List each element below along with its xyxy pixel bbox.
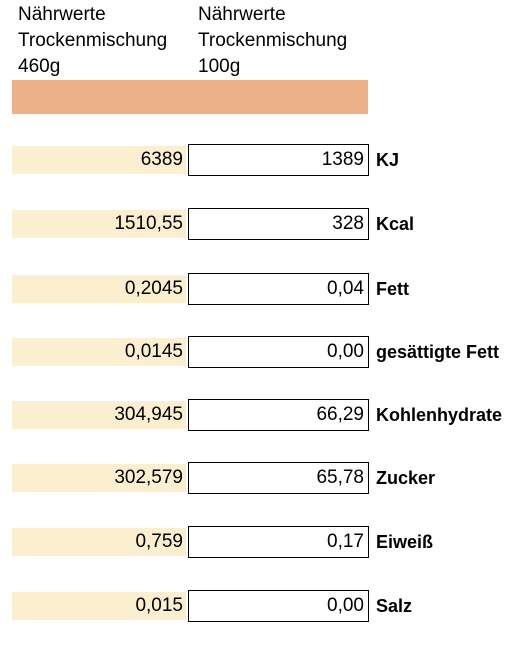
nutrient-label: Fett xyxy=(376,279,409,299)
header-460g-line2: Trockenmischung xyxy=(18,30,168,51)
nutrient-row-eiweiss: 0,759 0,17 Eiweiß xyxy=(0,525,528,559)
nutrient-label: Kohlenhydrate xyxy=(376,405,503,425)
value-100g-cell[interactable]: 66,29 xyxy=(188,399,369,431)
header-100g-line2: Trockenmischung xyxy=(198,30,348,51)
value-100g-cell[interactable]: 0,00 xyxy=(188,336,369,368)
header-100g-line3: 100g xyxy=(198,56,241,77)
value-460g-cell[interactable]: 1510,55 xyxy=(12,210,186,238)
nutrient-label: Kcal xyxy=(376,214,415,234)
value-460g-cell[interactable]: 0,759 xyxy=(12,528,186,556)
nutrient-label: Zucker xyxy=(376,468,436,488)
nutrient-row-zucker: 302,579 65,78 Zucker xyxy=(0,461,528,495)
header-color-bar xyxy=(12,80,368,114)
value-100g-cell[interactable]: 0,04 xyxy=(188,273,369,305)
nutrient-label: KJ xyxy=(376,150,400,170)
header-100g-line1: Nährwerte xyxy=(198,4,286,25)
nutrient-label: Salz xyxy=(376,596,413,616)
nutrient-row-salz: 0,015 0,00 Salz xyxy=(0,589,528,623)
header-460g: Nährwerte Trockenmischung 460g xyxy=(18,2,167,80)
value-460g-cell[interactable]: 302,579 xyxy=(12,464,186,492)
nutrient-row-kohlenhydrate: 304,945 66,29 Kohlenhydrate xyxy=(0,398,528,432)
nutrient-row-kj: 6389 1389 KJ xyxy=(0,143,528,177)
value-460g-cell[interactable]: 0,0145 xyxy=(12,338,186,366)
nutrient-label: gesättigte Fett xyxy=(376,342,500,362)
value-100g-cell[interactable]: 65,78 xyxy=(188,462,369,494)
header-100g: Nährwerte Trockenmischung 100g xyxy=(198,2,347,80)
value-100g-cell[interactable]: 1389 xyxy=(188,144,369,176)
header-460g-line3: 460g xyxy=(18,56,61,77)
value-460g-cell[interactable]: 6389 xyxy=(12,146,186,174)
value-460g-cell[interactable]: 304,945 xyxy=(12,401,186,429)
value-460g-cell[interactable]: 0,2045 xyxy=(12,275,186,303)
nutrient-row-fett: 0,2045 0,04 Fett xyxy=(0,272,528,306)
header-460g-line1: Nährwerte xyxy=(18,4,106,25)
nutrient-row-gesaettigte-fett: 0,0145 0,00 gesättigte Fett xyxy=(0,335,528,369)
value-460g-cell[interactable]: 0,015 xyxy=(12,592,186,620)
value-100g-cell[interactable]: 0,17 xyxy=(188,526,369,558)
value-100g-cell[interactable]: 328 xyxy=(188,208,369,240)
nutrient-label: Eiweiß xyxy=(376,532,434,552)
value-100g-cell[interactable]: 0,00 xyxy=(188,590,369,622)
nutrient-row-kcal: 1510,55 328 Kcal xyxy=(0,207,528,241)
